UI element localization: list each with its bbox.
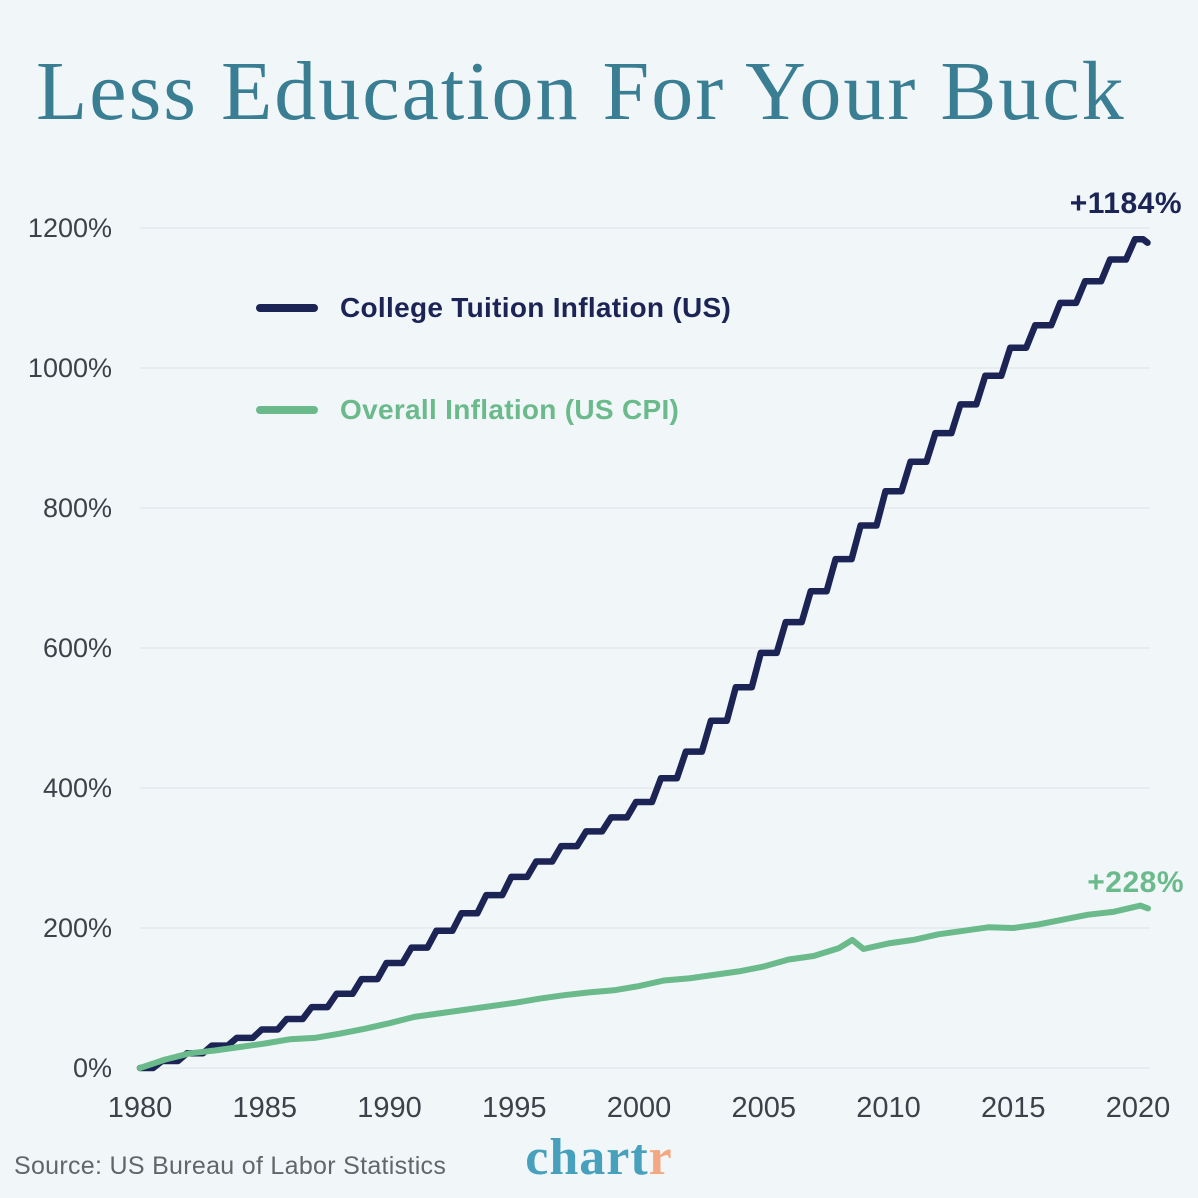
legend-item-cpi: Overall Inflation (US CPI) [256,388,731,432]
gridlines [140,227,1150,1069]
legend-label-tuition: College Tuition Inflation (US) [340,292,732,323]
y-tick-label: 1200% [28,213,112,243]
y-tick-label: 600% [43,633,112,663]
x-tick-label: 2000 [607,1092,672,1124]
x-tick-label: 2005 [732,1092,797,1124]
x-tick-label: 1995 [482,1092,547,1124]
data-lines [136,235,1151,1072]
y-tick-label: 1000% [28,353,112,383]
legend-item-tuition: College Tuition Inflation (US) [256,286,731,330]
y-tick-label: 400% [43,773,112,803]
source-note: Source: US Bureau of Labor Statistics [14,1152,447,1180]
page-title: Less Education For Your Buck [36,45,1126,138]
cpi-end-value: +228% [1087,866,1184,899]
cpi-line [137,902,1151,1071]
tuition-end-value: +1184% [1069,187,1182,220]
x-tick-label: 1980 [108,1092,173,1124]
y-tick-label: 0% [73,1053,112,1083]
x-tick-label: 2010 [856,1092,921,1124]
chart-legend: College Tuition Inflation (US) Overall I… [256,286,731,432]
x-axis-labels: 1980 1985 1990 1995 2000 2005 2010 2015 2020 [108,1092,1171,1124]
chartr-logo: chartr [0,1132,1198,1184]
x-tick-label: 2015 [981,1092,1046,1124]
chartr-logo-chart: chart [525,1129,649,1186]
tuition-line-swatch [256,304,318,312]
x-tick-label: 2020 [1106,1092,1171,1124]
y-tick-label: 200% [43,913,112,943]
y-tick-label: 800% [43,493,112,523]
x-tick-label: 1985 [233,1092,298,1124]
x-tick-label: 1990 [357,1092,422,1124]
y-axis-labels: 0% 200% 400% 600% 800% 1000% 1200% [28,213,112,1083]
chartr-logo-r: r [648,1129,673,1186]
cpi-line-swatch [256,406,318,414]
tuition-line [136,235,1151,1072]
legend-label-cpi: Overall Inflation (US CPI) [340,394,680,425]
